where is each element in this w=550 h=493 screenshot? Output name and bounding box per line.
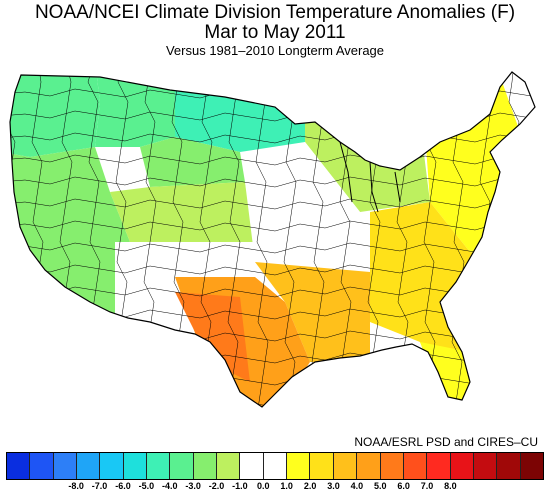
us-outline bbox=[9, 71, 536, 408]
region-northern-rockies-montana bbox=[95, 72, 175, 147]
legend-tick-label: 6.0 bbox=[397, 481, 410, 491]
region-wyoming-south-dakota bbox=[140, 137, 245, 187]
region-california-great-basin bbox=[10, 147, 130, 322]
legend-swatch bbox=[170, 453, 194, 479]
legend-tick-label: 7.0 bbox=[420, 481, 434, 491]
legend-swatch bbox=[77, 453, 101, 479]
legend-swatch bbox=[380, 453, 404, 479]
division-line bbox=[536, 62, 548, 422]
legend-swatch bbox=[357, 453, 381, 479]
legend-swatch bbox=[263, 453, 288, 479]
legend-tick-labels: -8.0 -7.0 -6.0 -5.0 -4.0 -3.0 -2.0 -1.0 0.0 1.0 2.… bbox=[6, 481, 544, 493]
region-west-texas bbox=[175, 292, 250, 382]
legend-tick-label: -7.0 bbox=[91, 481, 108, 491]
region-arizona-new-mexico bbox=[115, 242, 255, 324]
division-line bbox=[0, 419, 550, 429]
legend-swatch bbox=[147, 453, 171, 479]
legend-tick-label: -4.0 bbox=[161, 481, 178, 491]
credit-label: NOAA/ESRL PSD and CIRES–CU bbox=[354, 435, 538, 449]
division-line bbox=[10, 72, 535, 78]
division-line bbox=[10, 396, 535, 407]
legend-swatch bbox=[30, 453, 54, 479]
legend-swatch bbox=[450, 453, 474, 479]
map-period: Mar to May 2011 bbox=[204, 22, 346, 43]
legend-tick-label: 1.0 bbox=[280, 481, 293, 491]
legend-tick-label: -3.0 bbox=[185, 481, 201, 491]
division-line bbox=[10, 220, 535, 232]
legend-tick-label: -5.0 bbox=[138, 481, 155, 491]
legend-tick-label: 8.0 bbox=[444, 481, 457, 491]
legend-tick-label: 5.0 bbox=[373, 481, 387, 491]
legend-swatch bbox=[497, 453, 521, 479]
division-line bbox=[10, 264, 535, 276]
legend-swatch bbox=[53, 453, 78, 479]
division-line bbox=[10, 154, 535, 166]
legend-swatch bbox=[7, 453, 31, 479]
region-northern-maine bbox=[495, 72, 535, 132]
legend-tick-label: -1.0 bbox=[232, 481, 248, 491]
region-florida bbox=[420, 342, 480, 407]
legend-tick-label: 2.0 bbox=[303, 481, 317, 491]
legend-tick-label: 3.0 bbox=[327, 481, 340, 491]
great-lakes-shores bbox=[339, 141, 401, 213]
legend-swatch bbox=[193, 453, 218, 479]
division-line bbox=[255, 72, 269, 407]
region-ohio-valley-kansas-missouri bbox=[245, 142, 370, 272]
legend-swatch bbox=[217, 453, 241, 479]
division-line bbox=[10, 176, 535, 188]
legend-tick-label: -2.0 bbox=[208, 481, 225, 491]
legend-swatch bbox=[123, 453, 148, 479]
legend-tick-label: -6.0 bbox=[115, 481, 131, 491]
legend-tick-label: 4.0 bbox=[350, 481, 364, 491]
division-line bbox=[10, 132, 535, 144]
map-baseline: Versus 1981–2010 Longterm Average bbox=[165, 43, 385, 58]
legend-swatch bbox=[403, 453, 428, 479]
division-line bbox=[10, 198, 535, 210]
region-colorado-utah-nebraska bbox=[110, 182, 255, 242]
legend-tick-label: 0.0 bbox=[257, 481, 270, 491]
legend-swatch bbox=[520, 453, 543, 479]
legend-swatch bbox=[310, 453, 334, 479]
anomaly-fill-layer bbox=[10, 72, 535, 407]
legend-swatch bbox=[333, 453, 358, 479]
region-oklahoma-arkansas-louisiana bbox=[255, 262, 370, 362]
division-line bbox=[10, 242, 535, 254]
legend-swatch bbox=[100, 453, 124, 479]
region-north-dakota-minnesota bbox=[175, 72, 305, 152]
legend-swatch bbox=[240, 453, 264, 479]
map-title: NOAA/NCEI Climate Division Temperature A… bbox=[34, 2, 516, 23]
division-line bbox=[227, 72, 241, 407]
legend-tick-label: -8.0 bbox=[68, 481, 84, 491]
legend-swatch bbox=[287, 453, 311, 479]
color-legend bbox=[6, 452, 544, 480]
legend-swatch bbox=[427, 453, 451, 479]
us-climate-division-map bbox=[0, 62, 550, 429]
legend-swatch bbox=[473, 453, 498, 479]
